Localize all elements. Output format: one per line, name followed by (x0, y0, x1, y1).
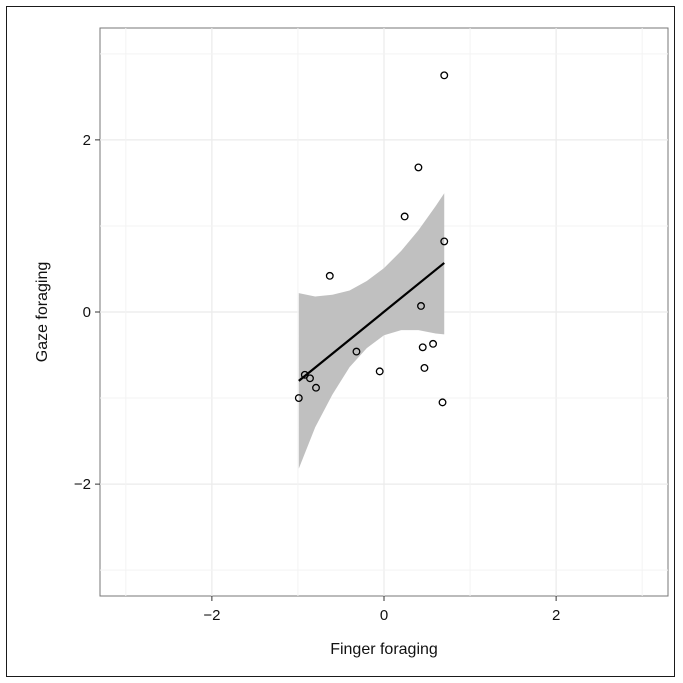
y-axis-ticks: −2 0 2 (74, 132, 100, 493)
data-point (325, 271, 334, 280)
x-axis-title: Finger foraging (330, 641, 438, 658)
data-point (352, 347, 361, 356)
data-point (440, 71, 449, 80)
data-point (440, 237, 449, 246)
y-tick-label: 0 (83, 304, 91, 321)
x-tick-label: 2 (552, 607, 560, 624)
y-tick-label: 2 (83, 132, 91, 149)
fit-line-group (298, 262, 445, 382)
data-points (294, 71, 449, 407)
confidence-band-area (298, 193, 445, 469)
data-point (417, 302, 425, 310)
data-point (429, 339, 438, 348)
data-point (400, 212, 409, 221)
x-axis-ticks: −2 0 2 (203, 596, 560, 624)
regression-line (298, 262, 445, 382)
data-point (312, 383, 320, 392)
confidence-band (298, 193, 445, 469)
data-point (438, 398, 447, 407)
data-point (375, 367, 384, 376)
y-tick-label: −2 (74, 476, 91, 493)
x-tick-label: −2 (203, 607, 220, 624)
data-point (418, 343, 427, 352)
data-point (294, 394, 303, 403)
x-tick-label: 0 (380, 607, 388, 624)
y-axis-title: Gaze foraging (34, 262, 51, 363)
data-point (420, 363, 429, 372)
data-point (414, 163, 423, 172)
data-point (306, 374, 314, 383)
